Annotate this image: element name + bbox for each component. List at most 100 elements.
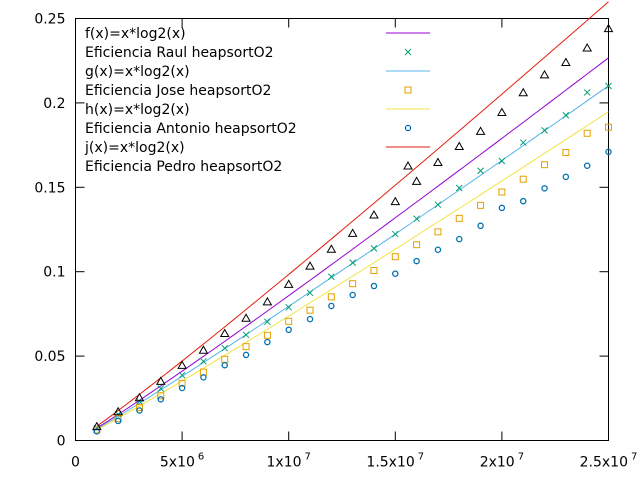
data-point-x [221, 344, 229, 352]
data-point-circle [434, 246, 442, 254]
data-point-square [327, 293, 335, 301]
data-point-circle [370, 282, 378, 290]
data-point-triangle [390, 196, 401, 206]
data-point-square [178, 379, 186, 387]
data-point-circle [221, 361, 228, 369]
data-point-triangle [369, 209, 379, 219]
data-point-x [157, 385, 165, 392]
data-point-triangle [433, 157, 443, 166]
legend-label: j(x)=x*log2(x) [84, 140, 185, 156]
fit-line-f(x)=x*log2(x) [96, 57, 609, 429]
legend-label: g(x)=x*log2(x) [85, 64, 190, 80]
data-point-triangle [326, 244, 337, 253]
data-point-square [114, 415, 122, 423]
data-point-square [370, 267, 378, 275]
data-point-triangle [198, 345, 209, 354]
legend-label: f(x)=x*log2(x) [85, 26, 186, 42]
data-point-x [136, 397, 143, 405]
data-point-x [391, 230, 399, 238]
data-point-triangle [91, 421, 102, 431]
x-tick-label: 1.5x10 7 [366, 452, 424, 471]
data-point-x [562, 111, 570, 119]
data-point-circle [114, 417, 122, 425]
data-point-triangle [603, 23, 614, 33]
data-point-triangle [347, 228, 358, 237]
data-point-x [242, 331, 250, 339]
data-point-triangle [134, 392, 145, 402]
data-point-circle [541, 185, 548, 192]
data-point-triangle [539, 69, 550, 79]
data-point-square [583, 129, 591, 137]
data-point-x [327, 273, 335, 281]
data-point-square [391, 253, 399, 261]
data-point-square [541, 161, 549, 169]
data-point-x [605, 82, 612, 90]
data-point-square [349, 280, 357, 288]
data-point-x [583, 89, 591, 96]
data-point-circle [605, 148, 612, 156]
y-tick-label: 0.25 [34, 12, 65, 28]
data-point-circle [178, 384, 186, 392]
data-point-triangle [262, 296, 273, 306]
legend: f(x)=x*log2(x) Eficiencia Raul heapsortO2… [84, 26, 430, 175]
data-point-triangle [582, 43, 593, 52]
data-point-triangle [283, 279, 294, 288]
x-tick-label: 2x10 7 [480, 452, 524, 471]
data-point-triangle [219, 328, 230, 337]
data-point-x [519, 139, 527, 146]
axis-ticks: 0 0.05 0.1 0.15 0.2 0.25 0 5x10 6 1x10 7 1.5x10 7 2x1… [34, 12, 637, 471]
data-point-triangle [560, 57, 571, 67]
data-point-square [477, 201, 485, 209]
data-point-square [605, 123, 612, 131]
legend-label: Eficiencia Jose heapsortO2 [85, 83, 271, 99]
data-point-square [306, 306, 314, 314]
data-point-square [519, 175, 527, 183]
x-tick-label: 0 [71, 455, 80, 471]
y-tick-label: 0 [57, 434, 66, 450]
data-point-circle [583, 162, 591, 169]
data-point-square [242, 343, 250, 351]
data-point-x [477, 167, 484, 175]
data-point-x [370, 245, 378, 252]
data-point-x [200, 357, 207, 365]
legend-label: Eficiencia Antonio heapsortO2 [85, 121, 297, 137]
data-point-circle [200, 374, 207, 381]
data-point-square [434, 228, 442, 236]
x-tick-label: 1x10 7 [267, 452, 311, 471]
data-point-circle [392, 270, 399, 277]
data-point-triangle [177, 360, 187, 369]
x-tick-label: 2.5x10 7 [580, 452, 638, 471]
data-points [91, 23, 614, 435]
data-point-circle [157, 396, 165, 403]
data-point-triangle [411, 176, 422, 185]
legend-swatch-triangle [403, 160, 413, 170]
x-tick-label: 5x10 6 [160, 452, 204, 471]
data-point-square [498, 188, 506, 196]
data-point-circle [306, 315, 314, 323]
data-point-x [455, 184, 463, 192]
data-point-x [285, 303, 293, 311]
data-point-circle [562, 173, 570, 181]
data-point-triangle [475, 126, 486, 135]
data-point-square [562, 149, 570, 157]
data-point-circle [264, 338, 271, 346]
y-tick-label: 0.05 [34, 349, 65, 365]
data-point-x [541, 127, 548, 134]
data-point-square [221, 355, 229, 363]
data-point-circle [498, 204, 506, 212]
data-point-triangle [241, 313, 251, 322]
data-point-triangle [518, 87, 529, 97]
data-point-circle [456, 235, 463, 243]
y-tick-label: 0.15 [34, 180, 65, 196]
legend-swatch-x [404, 48, 412, 56]
legend-label: Eficiencia Raul heapsortO2 [85, 45, 274, 61]
y-tick-label: 0.1 [43, 265, 65, 281]
plot-frame [75, 18, 609, 441]
data-point-circle [349, 291, 356, 299]
data-point-circle [519, 197, 527, 205]
data-point-square [157, 392, 165, 400]
data-point-x [178, 371, 186, 379]
data-point-x [413, 215, 420, 223]
data-point-circle [242, 351, 250, 359]
